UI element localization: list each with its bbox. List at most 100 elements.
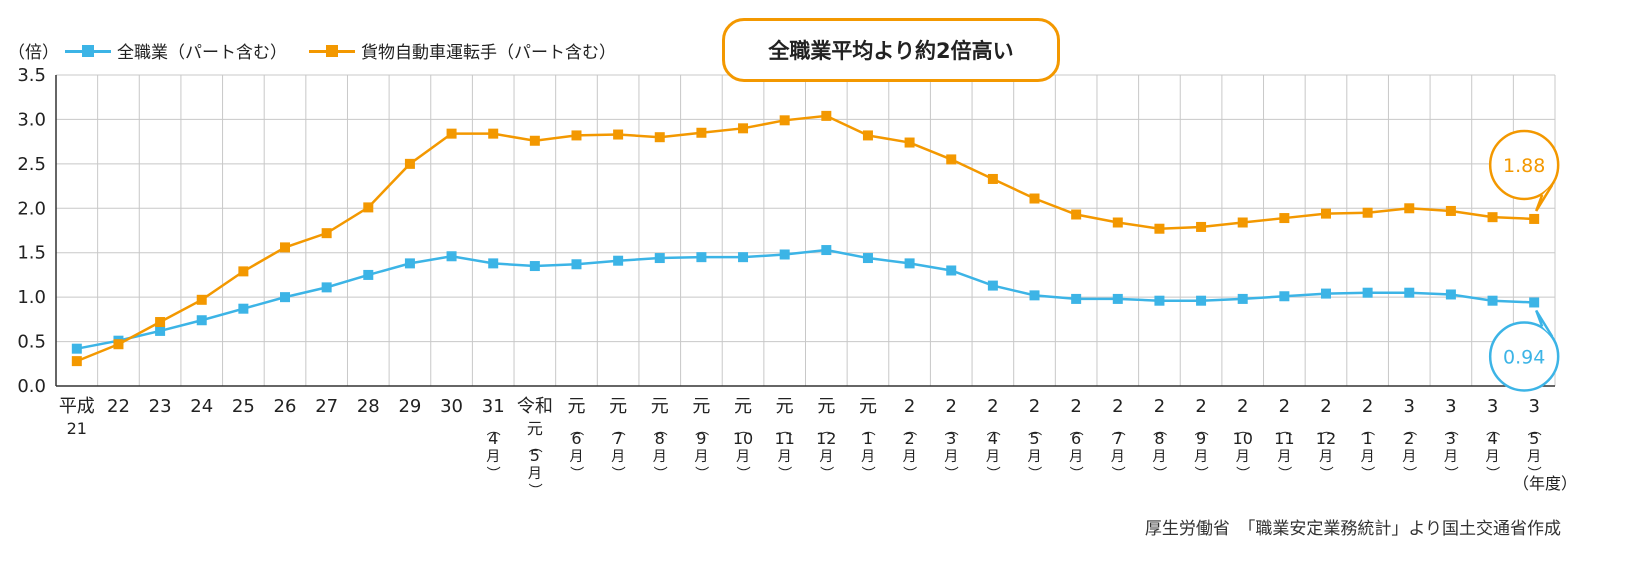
- x-tick-label: ）: [567, 466, 583, 480]
- x-tick-label: 元: [527, 419, 543, 438]
- x-tick-label: 月: [653, 449, 667, 465]
- x-tick-label: ）: [1234, 466, 1250, 480]
- x-tick-label: （: [1317, 422, 1333, 436]
- annotation-box: 全職業平均より約2倍高い: [722, 18, 1060, 82]
- x-tick-label: 21: [67, 419, 87, 438]
- data-point-0: [1362, 287, 1373, 298]
- x-tick-label: （: [651, 422, 667, 436]
- data-point-1: [446, 128, 457, 139]
- x-tick-label: ）: [484, 466, 500, 480]
- x-tick-label: 月: [1444, 449, 1458, 465]
- data-point-0: [321, 282, 332, 293]
- y-tick-label: 2.0: [17, 198, 46, 219]
- data-point-1: [1029, 193, 1040, 204]
- data-point-1: [71, 356, 82, 367]
- x-tick-label: 22: [107, 396, 130, 417]
- x-tick-label: 2: [987, 396, 998, 417]
- x-tick-label: 3: [1445, 396, 1456, 417]
- x-tick-label: 12: [816, 429, 836, 448]
- data-point-0: [738, 252, 749, 263]
- legend-swatch-all-jobs: [65, 44, 111, 57]
- data-point-1: [696, 127, 707, 138]
- x-tick-label: 1: [863, 429, 873, 448]
- x-tick-label: ）: [901, 466, 917, 480]
- data-point-0: [529, 261, 540, 272]
- series-line-0: [76, 248, 1535, 350]
- x-tick-label: （: [1359, 422, 1375, 436]
- data-point-1: [1362, 207, 1373, 218]
- data-point-1: [1487, 212, 1498, 223]
- x-tick-label: 6: [1071, 429, 1081, 448]
- data-point-0: [1445, 289, 1456, 300]
- x-tick-label: 月: [611, 449, 625, 465]
- x-tick-label: 2: [1154, 396, 1165, 417]
- x-tick-label: 元: [692, 396, 710, 417]
- data-point-0: [488, 258, 499, 269]
- x-tick-label: ）: [1317, 466, 1333, 480]
- data-point-0: [238, 303, 249, 314]
- data-point-1: [529, 135, 540, 146]
- y-tick-label: 2.5: [17, 154, 46, 175]
- x-tick-label: 27: [315, 396, 338, 417]
- x-tick-label: 元: [817, 396, 835, 417]
- x-tick-label: 3: [1446, 429, 1456, 448]
- data-point-0: [987, 280, 998, 291]
- end-value-bubble-tail-1: [1535, 184, 1554, 212]
- x-tick-label: 月: [569, 449, 583, 465]
- x-tick-label: 月: [736, 449, 750, 465]
- x-tick-label: 2: [1237, 396, 1248, 417]
- x-tick-label: ）: [984, 466, 1000, 480]
- x-tick-label: 元: [734, 396, 752, 417]
- x-tick-label: （: [817, 422, 833, 436]
- data-point-0: [1279, 291, 1290, 302]
- end-value-label-0: 0.94: [1503, 346, 1545, 368]
- data-point-0: [613, 255, 624, 266]
- data-point-1: [113, 339, 124, 350]
- x-tick-label: 31: [482, 396, 505, 417]
- data-point-1: [779, 115, 790, 126]
- x-tick-label: 1: [1363, 429, 1373, 448]
- x-tick-label: 月: [986, 449, 1000, 465]
- x-tick-label: 月: [819, 449, 833, 465]
- x-tick-label: 3: [1404, 396, 1415, 417]
- x-tick-label: 月: [1111, 449, 1125, 465]
- data-point-1: [738, 123, 749, 134]
- data-point-1: [1196, 221, 1207, 232]
- x-tick-label: 令和: [517, 396, 553, 417]
- x-tick-label: ）: [942, 466, 958, 480]
- x-tick-label: （: [942, 422, 958, 436]
- data-point-0: [71, 343, 82, 354]
- x-tick-label: 元: [651, 396, 669, 417]
- data-point-1: [404, 158, 415, 169]
- end-value-bubble-tail-0: [1535, 309, 1554, 338]
- data-point-0: [1154, 295, 1165, 306]
- x-tick-label: （: [984, 422, 1000, 436]
- data-point-0: [1071, 293, 1082, 304]
- x-tick-label: （: [901, 422, 917, 436]
- data-point-0: [571, 259, 582, 270]
- x-tick-label: 3: [1528, 396, 1539, 417]
- x-tick-label: ）: [609, 466, 625, 480]
- x-tick-label: 30: [440, 396, 463, 417]
- data-point-1: [363, 202, 374, 213]
- x-tick-label: ）: [1525, 466, 1541, 480]
- x-tick-label: 4: [988, 429, 998, 448]
- x-tick-label: 月: [944, 449, 958, 465]
- data-point-0: [155, 325, 166, 336]
- y-tick-label: 0.5: [17, 332, 46, 353]
- x-tick-label: 2: [1070, 396, 1081, 417]
- x-tick-label: ）: [1442, 466, 1458, 480]
- x-tick-label: 2: [1362, 396, 1373, 417]
- x-tick-label: 元: [567, 396, 585, 417]
- x-tick-label: （: [1275, 422, 1291, 436]
- x-tick-label: 2: [1404, 429, 1414, 448]
- data-point-1: [1112, 217, 1123, 228]
- x-tick-label: （: [1400, 422, 1416, 436]
- x-tick-label: （: [1192, 422, 1208, 436]
- legend-item-all-jobs: 全職業（パート含む）: [65, 38, 287, 63]
- data-point-0: [404, 258, 415, 269]
- y-tick-label: 1.5: [17, 243, 46, 264]
- data-point-0: [862, 253, 873, 264]
- data-point-0: [280, 292, 291, 303]
